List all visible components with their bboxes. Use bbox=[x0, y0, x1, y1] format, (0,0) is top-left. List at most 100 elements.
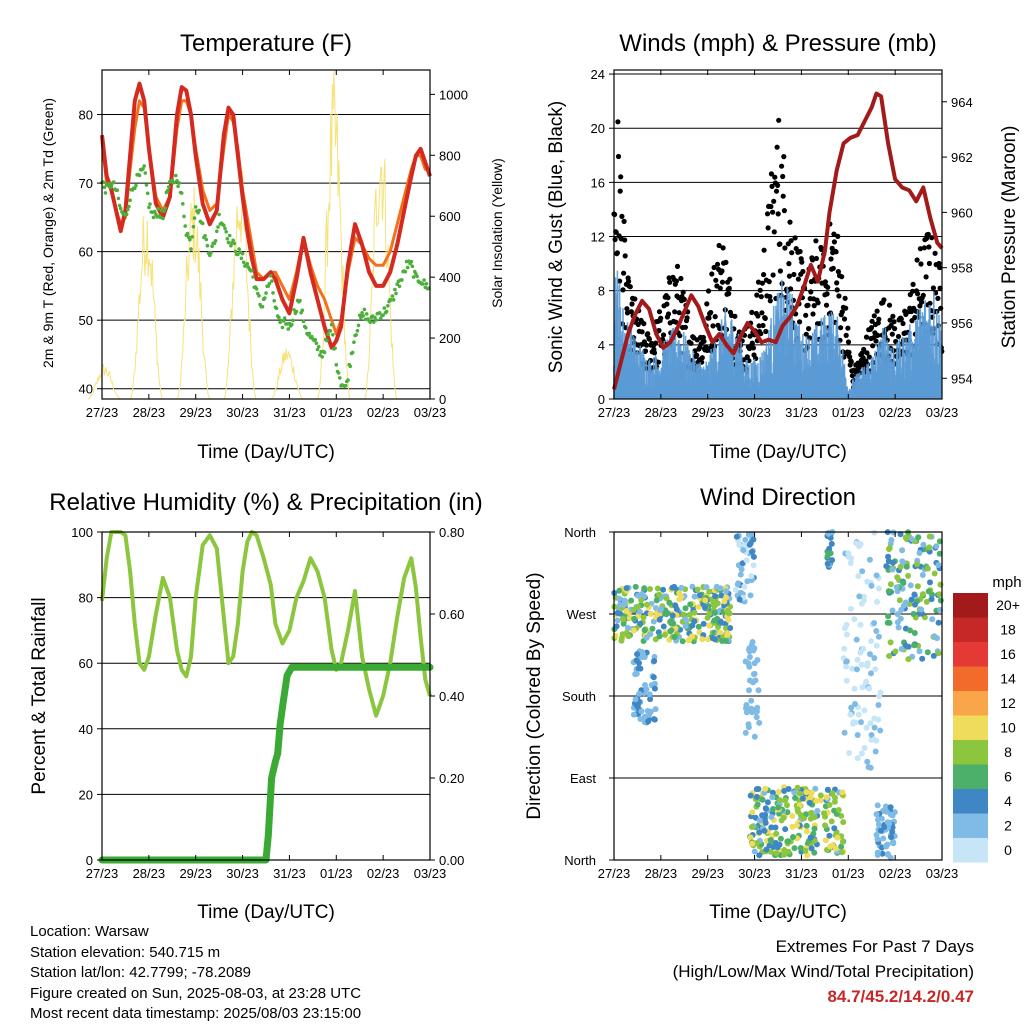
direction-point bbox=[887, 811, 894, 818]
direction-point bbox=[762, 805, 769, 812]
gust-point bbox=[716, 242, 722, 249]
dewpoint-point bbox=[397, 284, 402, 289]
dewpoint-point bbox=[107, 181, 111, 186]
dewpoint-point bbox=[286, 327, 291, 331]
gust-point bbox=[768, 171, 775, 177]
dewpoint-point bbox=[103, 191, 108, 195]
dewpoint-point bbox=[185, 231, 190, 236]
direction-point bbox=[884, 851, 891, 857]
dewpoint-point bbox=[403, 269, 408, 274]
gust-point bbox=[624, 310, 631, 316]
direction-point bbox=[748, 824, 755, 830]
direction-point bbox=[915, 534, 922, 541]
direction-point bbox=[762, 785, 769, 792]
gust-point bbox=[839, 309, 845, 315]
legend-label: 16 bbox=[1000, 646, 1016, 662]
direction-point bbox=[695, 603, 702, 610]
direction-point bbox=[807, 810, 814, 817]
dewpoint-point bbox=[192, 216, 197, 220]
gust-point bbox=[898, 316, 904, 322]
direction-point bbox=[773, 850, 780, 857]
dewpoint-point bbox=[314, 341, 319, 346]
dewpoint-point bbox=[254, 287, 259, 291]
gust-point bbox=[750, 345, 757, 351]
gust-point bbox=[714, 261, 721, 267]
x-tick-label: 30/23 bbox=[738, 405, 771, 420]
gust-point bbox=[925, 231, 931, 237]
direction-point bbox=[745, 531, 752, 538]
y-tick-label: 16 bbox=[591, 175, 605, 190]
direction-point bbox=[700, 620, 707, 627]
dewpoint-point bbox=[111, 180, 116, 184]
direction-point bbox=[935, 619, 942, 626]
direction-point bbox=[678, 584, 685, 591]
direction-point bbox=[935, 562, 942, 568]
direction-point bbox=[859, 568, 866, 575]
dewpoint-point bbox=[148, 202, 152, 206]
x-tick-label: 31/23 bbox=[273, 405, 306, 420]
direction-point bbox=[775, 804, 782, 811]
dewpoint-point bbox=[239, 256, 244, 261]
direction-point bbox=[820, 810, 827, 817]
humidity-title: Relative Humidity (%) & Precipitation (i… bbox=[49, 489, 482, 516]
dewpoint-point bbox=[364, 312, 369, 316]
dewpoint-point bbox=[191, 224, 196, 229]
direction-point bbox=[671, 634, 678, 640]
y-tick-label: 80 bbox=[79, 108, 93, 123]
gust-point bbox=[929, 235, 935, 241]
dewpoint-point bbox=[386, 304, 390, 308]
dewpoint-point bbox=[421, 282, 425, 286]
direction-point bbox=[651, 658, 658, 664]
direction-point bbox=[883, 563, 890, 570]
gust-point bbox=[704, 301, 710, 307]
direction-point bbox=[751, 660, 758, 667]
gust-point bbox=[937, 264, 943, 271]
dewpoint-point bbox=[193, 205, 198, 209]
direction-point bbox=[751, 733, 758, 740]
x-tick-label: 29/23 bbox=[179, 405, 212, 420]
legend-swatch bbox=[953, 666, 988, 691]
direction-point bbox=[791, 789, 798, 796]
direction-point bbox=[876, 693, 883, 700]
y-tick-label: 24 bbox=[591, 67, 605, 82]
winds-y2label: Station Pressure (Maroon) bbox=[999, 126, 1020, 349]
direction-point bbox=[812, 785, 819, 792]
dewpoint-point bbox=[237, 247, 241, 251]
direction-point bbox=[699, 636, 706, 643]
direction-point bbox=[839, 789, 846, 796]
direction-point bbox=[803, 789, 810, 796]
direction-point bbox=[807, 834, 814, 841]
direction-point bbox=[647, 708, 654, 715]
gust-point bbox=[747, 333, 753, 339]
gust-point bbox=[723, 259, 729, 265]
direction-point bbox=[908, 596, 915, 603]
direction-point bbox=[623, 608, 630, 614]
direction-point bbox=[789, 813, 796, 819]
gust-point bbox=[682, 324, 689, 330]
direction-point bbox=[910, 611, 917, 617]
direction-point bbox=[875, 821, 882, 828]
x-tick-label: 28/23 bbox=[645, 866, 678, 881]
direction-point bbox=[863, 678, 870, 685]
direction-point bbox=[916, 550, 923, 556]
direction-point bbox=[808, 845, 815, 852]
direction-point bbox=[641, 585, 648, 592]
gust-point bbox=[771, 198, 777, 204]
gust-point bbox=[779, 163, 785, 169]
precipitation-line bbox=[98, 663, 434, 864]
gust-point bbox=[615, 153, 622, 160]
direction-point bbox=[890, 839, 896, 845]
direction-point bbox=[750, 536, 757, 543]
direction-point bbox=[874, 849, 881, 856]
direction-point bbox=[635, 592, 642, 599]
direction-point bbox=[753, 793, 760, 800]
dewpoint-point bbox=[422, 278, 426, 282]
dewpoint-point bbox=[174, 173, 178, 178]
gust-point bbox=[817, 320, 824, 327]
dewpoint-point bbox=[217, 212, 221, 217]
direction-point bbox=[785, 838, 791, 845]
direction-point bbox=[635, 665, 642, 672]
direction-point bbox=[871, 529, 878, 536]
dewpoint-point bbox=[182, 214, 186, 219]
direction-point bbox=[703, 584, 710, 591]
